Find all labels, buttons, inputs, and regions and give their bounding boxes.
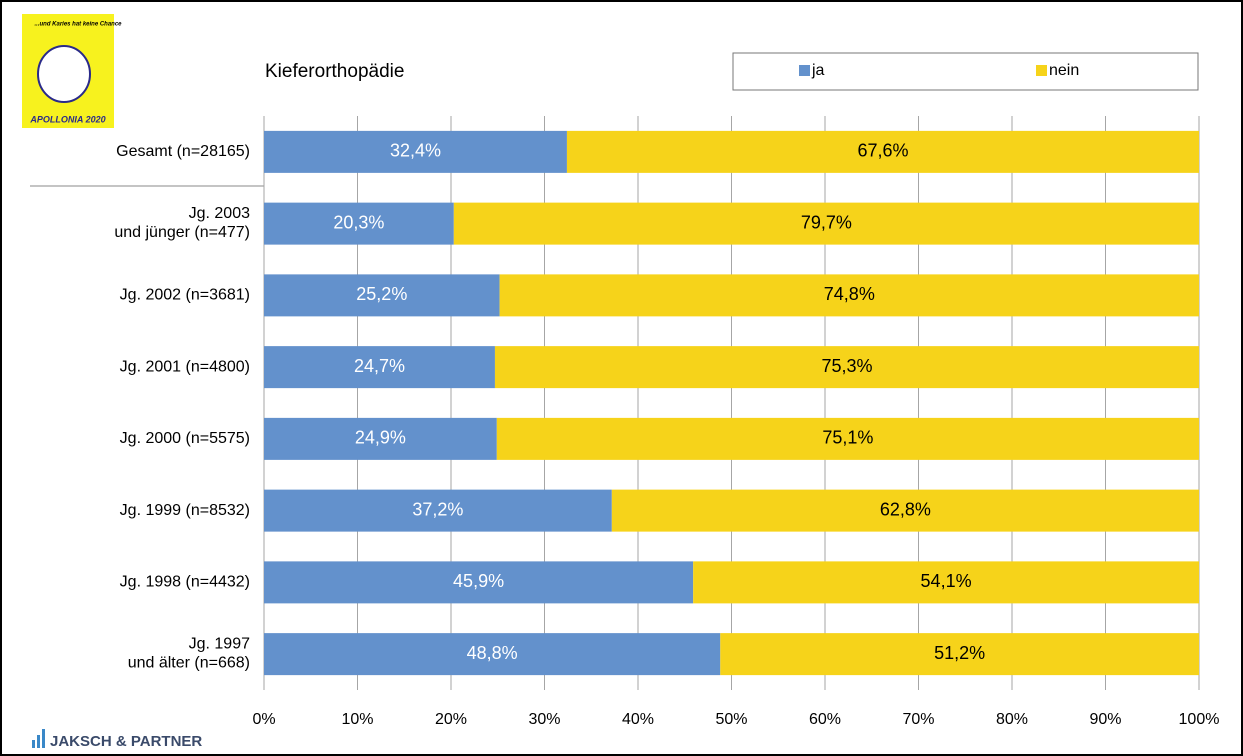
brand-name: JAKSCH & PARTNER [50, 733, 202, 750]
bar-segment [264, 130, 567, 173]
bar-segment [264, 417, 497, 460]
logo-name: APOLLONIA 2020 [29, 114, 105, 124]
y-tick-label: Jg. 2001 (n=4800) [120, 358, 250, 375]
value-label: 54,1% [921, 571, 972, 591]
bar-segment [264, 561, 694, 604]
bar-segment [264, 202, 454, 245]
bar-segment [494, 346, 1199, 389]
value-label: 79,7% [801, 212, 852, 232]
brand-icon [37, 735, 40, 748]
value-label: 24,7% [354, 356, 405, 376]
logo-slogan: ...und Karies hat keine Chance [34, 22, 122, 28]
y-tick-label: Gesamt (n=28165) [116, 143, 250, 160]
legend-label: nein [1049, 62, 1079, 79]
brand-icon [32, 740, 35, 748]
y-tick-label: Jg. 2003 und jünger (n=477) [114, 205, 250, 241]
bar-segment [499, 274, 1199, 317]
value-label: 75,3% [821, 356, 872, 376]
value-label: 51,2% [934, 643, 985, 663]
x-tick-label: 60% [809, 711, 841, 728]
x-tick-label: 90% [1089, 711, 1121, 728]
bar-segment [611, 489, 1199, 532]
y-tick-label: Jg. 2002 (n=3681) [120, 287, 250, 304]
x-tick-label: 50% [715, 711, 747, 728]
value-label: 74,8% [824, 284, 875, 304]
brand-icon [42, 729, 45, 748]
y-tick-label: Jg. 1998 (n=4432) [120, 574, 250, 591]
legend-box [732, 52, 1199, 91]
bar-segment [720, 633, 1199, 676]
value-label: 20,3% [333, 212, 384, 232]
bar-segment [453, 202, 1199, 245]
x-tick-label: 80% [996, 711, 1028, 728]
logo-tooth [37, 45, 91, 103]
x-tick-label: 30% [528, 711, 560, 728]
y-tick-label: Jg. 2000 (n=5575) [120, 430, 250, 447]
bar-segment [566, 130, 1199, 173]
x-tick-label: 100% [1179, 711, 1220, 728]
bar-segment [264, 274, 500, 317]
x-tick-label: 70% [902, 711, 934, 728]
x-tick-label: 10% [341, 711, 373, 728]
value-label: 32,4% [390, 141, 441, 161]
y-tick-label: Jg. 1997 und älter (n=668) [128, 636, 250, 672]
value-label: 37,2% [412, 499, 463, 519]
x-tick-label: 20% [435, 711, 467, 728]
bar-segment [264, 489, 612, 532]
value-label: 67,6% [857, 141, 908, 161]
bar-segment [496, 417, 1199, 460]
legend-swatch [799, 65, 810, 76]
legend-swatch [1036, 65, 1047, 76]
bar-segment [264, 633, 721, 676]
value-label: 48,8% [467, 643, 518, 663]
legend-label: ja [811, 62, 825, 79]
value-label: 62,8% [880, 499, 931, 519]
y-tick-label: Jg. 1999 (n=8532) [120, 502, 250, 519]
value-label: 25,2% [356, 284, 407, 304]
value-label: 75,1% [822, 428, 873, 448]
chart-title: Kieferorthopädie [265, 61, 404, 82]
bar-segment [264, 346, 495, 389]
value-label: 24,9% [355, 428, 406, 448]
x-tick-label: 40% [622, 711, 654, 728]
bar-segment [693, 561, 1199, 604]
x-tick-label: 0% [252, 711, 275, 728]
value-label: 45,9% [453, 571, 504, 591]
